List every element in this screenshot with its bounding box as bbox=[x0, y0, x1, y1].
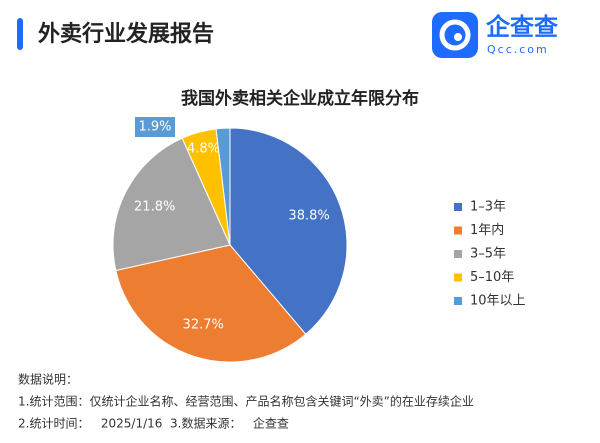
note: 3.数据来源： 企查查 bbox=[170, 416, 289, 431]
chart-title: 我国外卖相关企业成立年限分布 bbox=[181, 88, 419, 109]
report-title: 外卖行业发展报告 bbox=[38, 21, 214, 47]
note: 2.统计时间： 2025/1/16 bbox=[18, 417, 162, 431]
legend-swatch bbox=[454, 273, 462, 282]
data-label: 1.9% bbox=[138, 120, 171, 135]
data-label: 21.8% bbox=[134, 200, 175, 215]
logo-site: Qcc.com bbox=[487, 43, 549, 56]
logo-name: 企查查 bbox=[486, 13, 558, 41]
title-accent bbox=[17, 18, 23, 50]
pie-slice bbox=[112, 137, 231, 272]
legend: 1–3年 1年内 3–5年 5–10年 10年以上 bbox=[454, 200, 526, 309]
pie-slice bbox=[229, 127, 348, 335]
legend-label: 3–5年 bbox=[470, 247, 506, 262]
logo-dot bbox=[454, 33, 462, 41]
pie: 38.8% 32.7% 21.8% 4.8% 1.9% bbox=[112, 117, 348, 363]
data-label: 4.8% bbox=[187, 142, 220, 157]
legend-swatch bbox=[454, 203, 462, 211]
legend-swatch bbox=[454, 297, 462, 305]
pie-slice bbox=[215, 127, 231, 246]
pie-slice bbox=[115, 244, 307, 363]
notes-heading: 数据说明： bbox=[18, 372, 78, 387]
legend-swatch bbox=[454, 226, 462, 235]
legend-label: 1年内 bbox=[470, 222, 504, 238]
data-label: 38.8% bbox=[288, 208, 329, 223]
legend-swatch bbox=[454, 250, 462, 258]
logo-ring bbox=[439, 19, 471, 51]
legend-label: 10年以上 bbox=[470, 294, 526, 309]
note: 1.统计范围：仅统计企业名称、经营范围、产品名称包含关键词“外卖”的在业存续企业 bbox=[18, 394, 474, 409]
legend-label: 5–10年 bbox=[470, 270, 514, 285]
data-label: 32.7% bbox=[183, 317, 224, 332]
label-box bbox=[135, 117, 175, 137]
legend-label: 1–3年 bbox=[470, 200, 506, 215]
